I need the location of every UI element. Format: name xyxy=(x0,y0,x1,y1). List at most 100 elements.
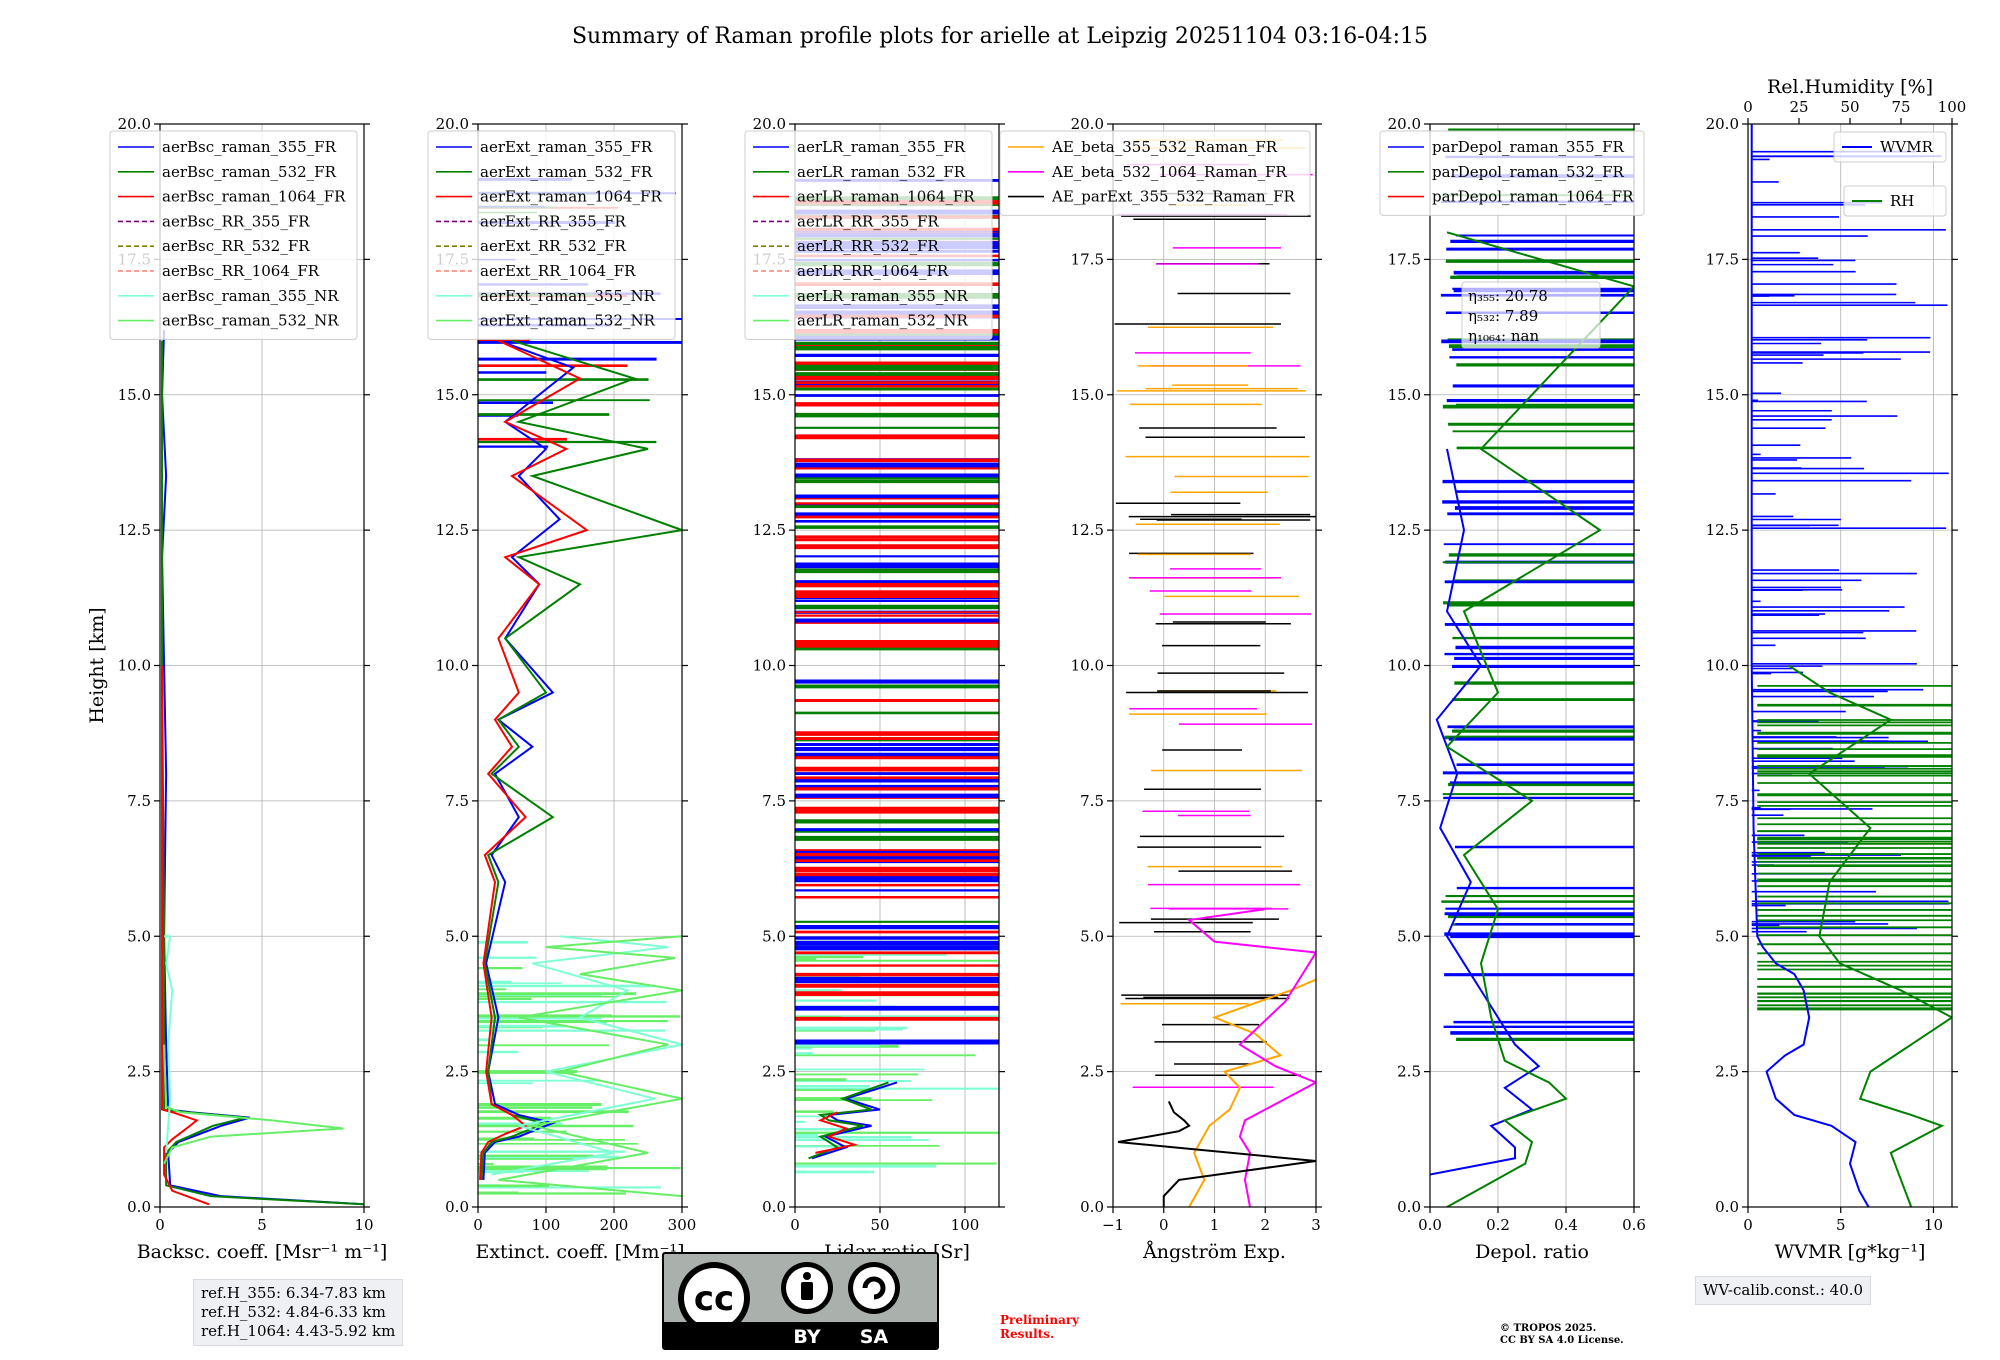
plot-area-ae xyxy=(1113,124,1316,1207)
legend-label: aerExt_raman_532_NR xyxy=(480,312,656,330)
legend-label: AE_parExt_355_532_Raman_FR xyxy=(1051,188,1296,206)
legend-label: aerBsc_raman_532_FR xyxy=(162,163,337,181)
series-aerExt_raman_355_FR xyxy=(482,339,576,1180)
panel-ext: 0.02.55.07.510.012.515.017.520.001002003… xyxy=(427,115,697,1263)
ytick-label: 7.5 xyxy=(1080,792,1104,810)
series-RH xyxy=(1788,664,1952,1207)
series-parDepol_raman_355_FR xyxy=(1430,448,1541,1176)
cc-logo-text: cc xyxy=(694,1279,734,1319)
legend-label: parDepol_raman_1064_FR xyxy=(1432,188,1634,206)
legend-label: aerBsc_raman_355_NR xyxy=(162,287,339,305)
legend-label: aerExt_RR_532_FR xyxy=(480,237,627,255)
ytick-label: 10.0 xyxy=(436,657,469,675)
ytick-label: 2.5 xyxy=(445,1063,469,1081)
cc-badge-graphic: cc BY SA xyxy=(664,1262,937,1348)
legend-label: aerBsc_raman_532_NR xyxy=(162,312,339,330)
ytick-label: 15.0 xyxy=(753,386,786,404)
xaxis-label-ext: Extinct. coeff. [Mm⁻¹] xyxy=(475,1241,684,1263)
xtick-label: 3 xyxy=(1311,1216,1321,1234)
ytick-label: 7.5 xyxy=(762,792,786,810)
legend-label-WVMR: WVMR xyxy=(1880,138,1934,156)
ytick-label: 17.5 xyxy=(1388,250,1421,268)
xtick-label: 50 xyxy=(870,1216,889,1234)
xtick-label: 0 xyxy=(1159,1216,1169,1234)
series-aerExt_raman_532_NR xyxy=(498,935,682,1198)
series-aerExt_raman_532_FR xyxy=(480,339,682,1181)
ytick-label: 0.0 xyxy=(1715,1198,1739,1216)
ytick-label: 5.0 xyxy=(1080,927,1104,945)
ytick-label: 0.0 xyxy=(1397,1198,1421,1216)
ytick-label: 12.5 xyxy=(753,521,786,539)
sa-icon xyxy=(853,1267,895,1309)
ytick-label: 15.0 xyxy=(1706,386,1739,404)
ytick-label: 0.0 xyxy=(445,1198,469,1216)
ytick-label: 20.0 xyxy=(436,115,469,133)
series-aerBsc_raman_532_FR xyxy=(161,340,364,1206)
cc-by-label: BY xyxy=(793,1326,820,1348)
xtick-label: 0.0 xyxy=(1418,1216,1442,1234)
ytick-label: 12.5 xyxy=(1706,521,1739,539)
top-xtick-label: 75 xyxy=(1891,98,1910,116)
ytick-label: 2.5 xyxy=(1397,1063,1421,1081)
legend-label: aerLR_RR_1064_FR xyxy=(797,262,949,280)
ytick-label: 5.0 xyxy=(1397,927,1421,945)
series-AE_parExt_355_532_Raman_FR xyxy=(1117,1100,1316,1207)
xtick-label: 5 xyxy=(257,1216,267,1234)
xtick-label: 5 xyxy=(1836,1216,1846,1234)
ref-height-355: ref.H_355: 6.34-7.83 km xyxy=(201,1284,386,1302)
top-xtick-label: 50 xyxy=(1840,98,1859,116)
top-xtick-label: 25 xyxy=(1789,98,1808,116)
ytick-label: 12.5 xyxy=(1388,521,1421,539)
legend-label: aerExt_RR_1064_FR xyxy=(480,262,636,280)
legend-label: aerBsc_RR_532_FR xyxy=(162,237,310,255)
series-aerLR_raman_532_FR xyxy=(808,1081,889,1160)
person-body-icon xyxy=(801,1282,813,1300)
ref-height-box: ref.H_355: 6.34-7.83 km ref.H_532: 4.84-… xyxy=(193,1279,404,1346)
ytick-label: 17.5 xyxy=(1706,250,1739,268)
legend-label: aerBsc_RR_1064_FR xyxy=(162,262,320,280)
legend-label: aerLR_raman_355_NR xyxy=(797,287,968,305)
ytick-label: 20.0 xyxy=(1071,115,1104,133)
ytick-label: 20.0 xyxy=(118,115,151,133)
legend-label: aerExt_RR_355_FR xyxy=(480,212,627,230)
license-line-2: CC BY SA 4.0 License. xyxy=(1500,1335,1624,1346)
ytick-label: 10.0 xyxy=(753,657,786,675)
cc-badge-bar xyxy=(664,1322,937,1348)
ytick-label: 0.0 xyxy=(762,1198,786,1216)
series-AE_beta_355_532_Raman_FR xyxy=(1188,978,1316,1207)
top-axis-label: Rel.Humidity [%] xyxy=(1767,76,1933,98)
cc-sa-label: SA xyxy=(860,1326,889,1348)
ytick-label: 5.0 xyxy=(762,927,786,945)
series-aerLR_raman_1064_FR xyxy=(815,1111,859,1154)
xtick-label: 300 xyxy=(668,1216,697,1234)
xtick-label: 10 xyxy=(1924,1216,1943,1234)
ytick-label: 12.5 xyxy=(436,521,469,539)
license-note: © TROPOS 2025. CC BY SA 4.0 License. xyxy=(1500,1323,1624,1347)
yaxis-label: Height [km] xyxy=(86,607,108,723)
ytick-label: 12.5 xyxy=(1071,521,1104,539)
legend-label: aerLR_raman_532_FR xyxy=(797,163,966,181)
xtick-label: 0 xyxy=(790,1216,800,1234)
panel-ae: 0.0 2.5 5.0 7.5 10.0 12.5 15.0 17.5 20.0 −1 0 1 2 3 Ån… xyxy=(999,115,1322,1263)
legend-label: aerLR_raman_355_FR xyxy=(797,138,966,156)
series-parDepol_raman_532_FR xyxy=(1445,231,1634,1207)
legend-label: aerExt_raman_355_NR xyxy=(480,287,656,305)
wv-calib-const: WV-calib.const.: 40.0 xyxy=(1703,1281,1864,1299)
xtick-label: 0.4 xyxy=(1554,1216,1578,1234)
panel-wv: 0.02.55.07.510.012.515.017.520.00 5 10WVMR… xyxy=(1706,76,1967,1263)
legend-label: aerExt_raman_1064_FR xyxy=(480,188,662,206)
ytick-label: 20.0 xyxy=(1706,115,1739,133)
legend-label: AE_beta_532_1064_Raman_FR xyxy=(1051,163,1287,181)
legend-box-RH xyxy=(1843,185,1947,217)
xtick-label: 2 xyxy=(1260,1216,1270,1234)
figure-title: Summary of Raman profile plots for ariel… xyxy=(572,24,1428,49)
ytick-label: 0.0 xyxy=(1080,1198,1104,1216)
cc-circle-inner xyxy=(684,1268,744,1328)
ytick-label: 7.5 xyxy=(445,792,469,810)
ytick-label: 15.0 xyxy=(436,386,469,404)
ytick-label: 5.0 xyxy=(1715,927,1739,945)
ytick-label: 15.0 xyxy=(1071,386,1104,404)
ytick-label: 12.5 xyxy=(118,521,151,539)
legend-label: aerLR_RR_532_FR xyxy=(797,237,939,255)
xtick-label: 0 xyxy=(155,1216,165,1234)
